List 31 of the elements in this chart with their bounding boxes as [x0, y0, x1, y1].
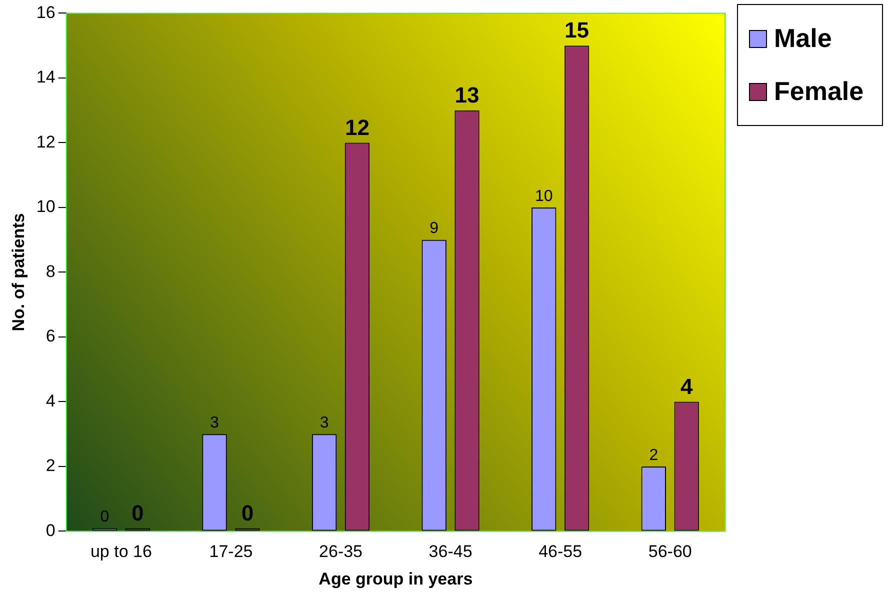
y-tick-label: 14: [36, 68, 56, 87]
data-label: 4: [680, 374, 694, 399]
y-tick-label: 16: [36, 2, 56, 22]
x-tick-label: 56-60: [648, 542, 692, 562]
x-tick-label: 17-25: [209, 542, 253, 562]
y-tick-label: 8: [46, 262, 56, 281]
data-label: 9: [430, 220, 439, 238]
x-axis-title: Age group in years: [318, 569, 473, 588]
y-tick-label: 2: [46, 456, 56, 476]
legend-label: Female: [774, 76, 864, 107]
data-label: 2: [649, 446, 658, 464]
y-tick-label: 10: [36, 197, 56, 216]
data-label: 0: [241, 500, 254, 526]
data-label: 0: [100, 508, 110, 526]
y-tick-label: 0: [46, 520, 56, 540]
y-axis-title: No. of patients: [8, 213, 28, 332]
data-label: 13: [454, 82, 480, 108]
data-label: 12: [344, 114, 370, 140]
data-label: 15: [564, 18, 590, 43]
y-tick-label: 4: [46, 391, 56, 410]
x-tick-label: 36-45: [428, 542, 472, 562]
y-tick-label: 6: [46, 326, 56, 346]
data-label: 10: [534, 188, 553, 205]
x-tick-label: up to 16: [90, 542, 152, 562]
data-label: 3: [210, 414, 220, 432]
legend-label: Male: [774, 23, 832, 54]
data-label: 0: [132, 500, 144, 526]
x-tick-label: 26-35: [319, 542, 363, 562]
y-tick-label: 12: [36, 132, 56, 152]
x-tick-label: 46-55: [538, 542, 582, 562]
data-label: 3: [320, 414, 329, 432]
